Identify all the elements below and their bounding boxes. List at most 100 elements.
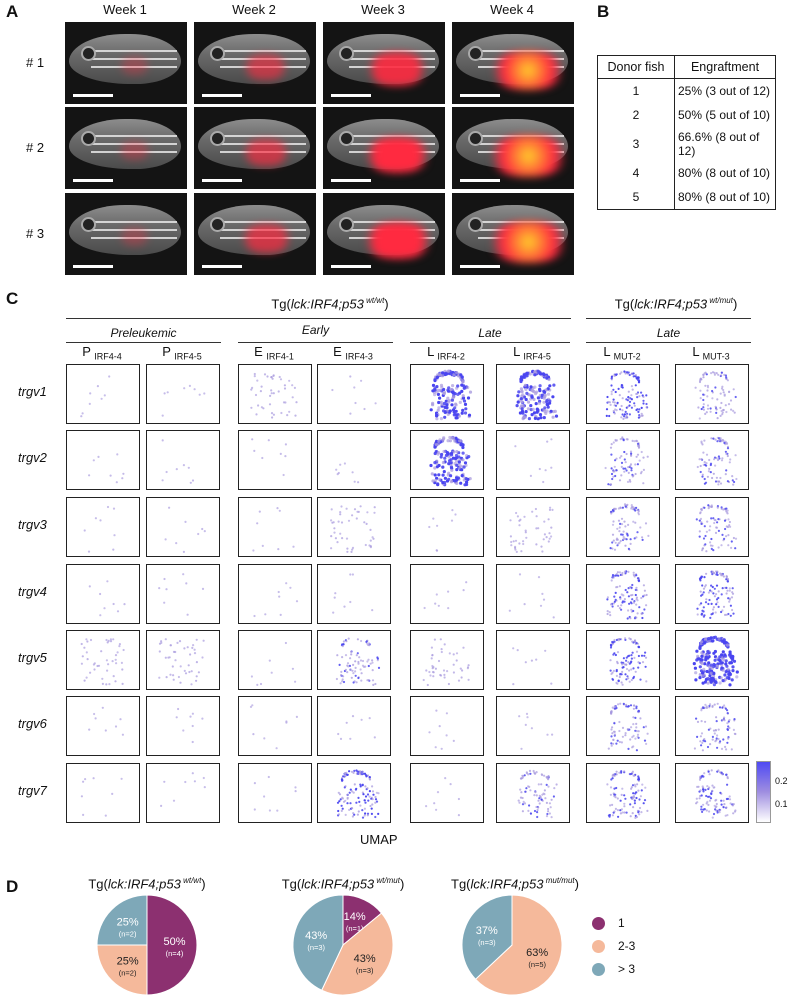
table-row: 4 80% (8 out of 10) [597,161,776,185]
umap-plot [586,497,660,557]
fish-photo [323,107,445,189]
sample-letter: L [427,344,438,359]
scale-bar [73,94,113,97]
fish-eye [83,48,94,59]
umap-plot [496,696,570,756]
pie-slice-percent: 37% [476,925,498,937]
umap-plot [66,696,140,756]
sample-letter: P [82,344,95,359]
fish-eye [212,48,223,59]
pie-title-wt-mut: Tg(lck:IRF4;p53 wt/mut) [281,876,405,892]
fluorescence-glow [240,138,292,167]
scale-bar [460,265,500,268]
pie-slice-count: (n=3) [478,938,496,947]
umap-plot [146,430,220,490]
genotype-header-mut: Tg(lck:IRF4;p53 wt/mut) [614,296,738,312]
umap-plot [496,630,570,690]
pie-slice-count: (n=2) [119,968,137,977]
fluorescence-glow [117,140,152,161]
umap-plot [317,564,391,624]
scale-bar [331,179,371,182]
gene-label: trgv1 [18,384,47,399]
umap-plot [238,630,312,690]
pie-charts: 50%(n=4)25%(n=2)25%(n=2)14%(n=1)43%(n=3)… [96,894,563,996]
sample-subscript: IRF4-4 [94,351,122,362]
sample-subscript: IRF4-5 [174,351,202,362]
pie-slice-percent: 43% [354,953,376,965]
fish-body [456,205,571,263]
sample-header: L IRF4-5 [496,344,568,362]
fish-stripe [91,58,177,60]
umap-plot [675,763,749,823]
fluorescence-glow [488,50,568,91]
fish-photo [452,107,574,189]
fish-stripe [91,237,177,239]
umap-plot [238,430,312,490]
fish-stripe [91,229,177,231]
panel-label-a: A [6,2,19,21]
table-row: 1 25% (3 out of 12) [597,78,776,103]
umap-plot [410,763,484,823]
sample-header: E IRF4-1 [238,344,310,362]
fluorescence-glow [118,226,151,246]
umap-plot [238,364,312,424]
sample-subscript: IRF4-2 [437,351,465,362]
umap-plot [586,364,660,424]
sample-letter: L [603,344,614,359]
fish-body [198,119,310,169]
umap-plot [675,564,749,624]
pie-slice-percent: 14% [344,911,366,923]
stage-underline-preleukemic [66,342,221,343]
week-header-4: Week 4 [490,2,534,17]
fluorescence-glow [364,52,430,86]
umap-plot [66,497,140,557]
fish-eye [470,133,481,144]
umap-plot [146,696,220,756]
gene-label: trgv2 [18,450,47,465]
pie-slice-count: (n=5) [528,960,546,969]
pie-slice-percent: 43% [305,930,327,942]
umap-plot [146,564,220,624]
umap-plot [586,763,660,823]
table-row: 2 50% (5 out of 10) [597,103,776,127]
donor-cell: 4 [597,161,675,185]
legend-label-gt3: > 3 [618,962,636,976]
table-header-engraftment: Engraftment [674,55,776,79]
pie-slice-percent: 25% [117,955,139,967]
fish-stripe [220,221,306,223]
engraftment-cell: 80% (8 out of 10) [678,166,771,180]
umap-plot [317,630,391,690]
donor-cell: 2 [597,103,675,127]
pie-slice [461,894,513,980]
fish-body [198,205,310,255]
umap-plot [66,364,140,424]
donor-cell: 3 [597,127,675,161]
gene-label: trgv7 [18,783,47,798]
table-row: 5 80% (8 out of 10) [597,185,776,210]
umap-plot [238,497,312,557]
umap-plot [586,696,660,756]
sample-subscript: MUT-3 [702,351,730,362]
umap-plot [675,497,749,557]
pie-slice [96,944,148,996]
fish-body [327,205,439,260]
sample-subscript: IRF4-1 [266,351,294,362]
umap-plot [317,696,391,756]
umap-plot [496,763,570,823]
fish-eye [341,48,352,59]
fish-eye [341,133,352,144]
fish-body [69,205,181,255]
scale-bar [202,265,242,268]
legend-swatch-2-3 [592,940,605,953]
gene-label: trgv4 [18,584,47,599]
fish-stripe [349,221,435,223]
fish-body [327,119,439,173]
fluorescence-glow [361,222,435,260]
sample-header: L MUT-2 [586,344,658,362]
umap-plot [410,696,484,756]
engraftment-cell: 50% (5 out of 10) [678,108,771,122]
umap-plot [675,696,749,756]
scale-bar [460,179,500,182]
umap-axis-label: UMAP [360,832,398,847]
umap-plot [586,630,660,690]
